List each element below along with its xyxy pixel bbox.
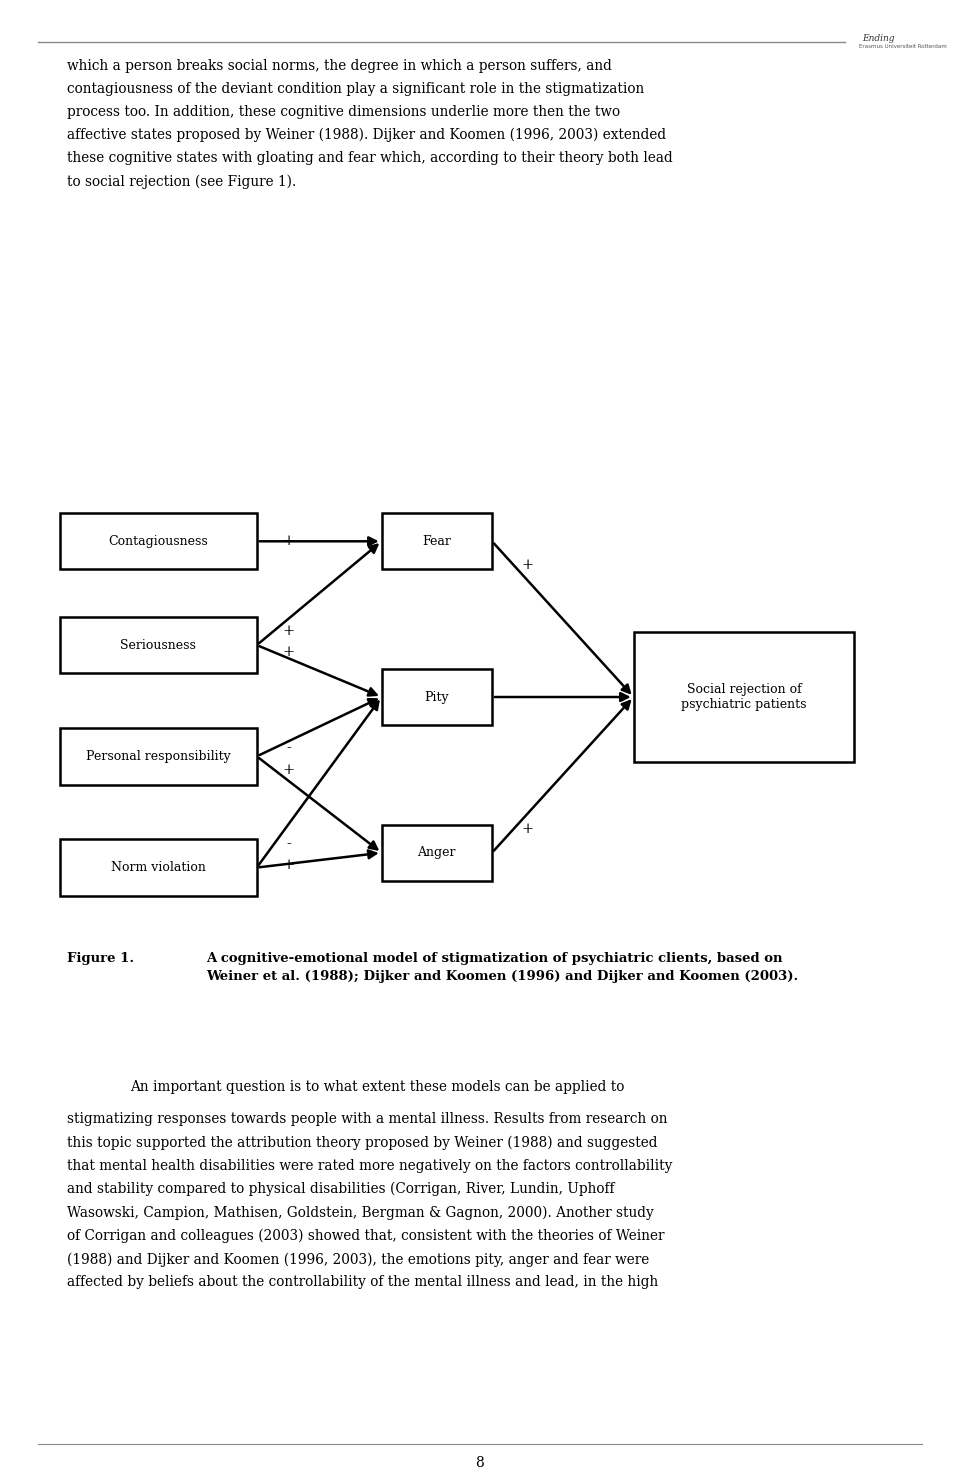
FancyBboxPatch shape <box>60 728 257 785</box>
Text: Erasmus Universiteit Rotterdam: Erasmus Universiteit Rotterdam <box>859 44 948 49</box>
FancyBboxPatch shape <box>382 825 492 881</box>
Text: Figure 1.: Figure 1. <box>67 952 134 965</box>
Text: Norm violation: Norm violation <box>111 862 205 873</box>
Text: An important question is to what extent these models can be applied to: An important question is to what extent … <box>130 1080 624 1093</box>
Text: Personal responsibility: Personal responsibility <box>86 750 230 762</box>
FancyBboxPatch shape <box>382 513 492 569</box>
Text: 8: 8 <box>475 1456 485 1470</box>
Text: Ending: Ending <box>862 34 895 43</box>
Text: +: + <box>521 558 534 571</box>
Text: stigmatizing responses towards people with a mental illness. Results from resear: stigmatizing responses towards people wi… <box>67 1112 673 1289</box>
Text: +: + <box>282 645 295 660</box>
Text: -: - <box>525 690 530 704</box>
FancyBboxPatch shape <box>634 632 854 762</box>
Text: +: + <box>282 762 295 777</box>
Text: +: + <box>282 534 295 549</box>
Text: +: + <box>521 823 534 836</box>
Text: Seriousness: Seriousness <box>120 639 197 651</box>
Text: Pity: Pity <box>424 691 449 703</box>
Text: +: + <box>282 859 295 872</box>
Text: +: + <box>282 623 295 638</box>
FancyBboxPatch shape <box>60 513 257 569</box>
FancyBboxPatch shape <box>382 669 492 725</box>
Text: Fear: Fear <box>422 535 451 547</box>
Text: which a person breaks social norms, the degree in which a person suffers, and
co: which a person breaks social norms, the … <box>67 59 673 188</box>
FancyBboxPatch shape <box>60 839 257 896</box>
Text: Contagiousness: Contagiousness <box>108 535 208 547</box>
Text: A cognitive-emotional model of stigmatization of psychiatric clients, based on
W: A cognitive-emotional model of stigmatiz… <box>206 952 799 983</box>
FancyBboxPatch shape <box>60 617 257 673</box>
Text: Social rejection of
psychiatric patients: Social rejection of psychiatric patients <box>682 684 806 710</box>
Text: Anger: Anger <box>418 847 456 859</box>
Text: -: - <box>286 836 291 851</box>
Text: -: - <box>286 742 291 755</box>
